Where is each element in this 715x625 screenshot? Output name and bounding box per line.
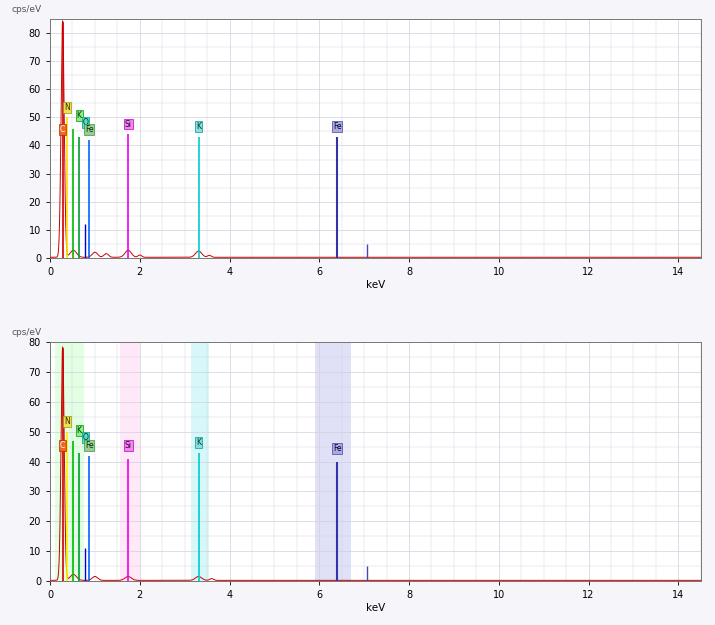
Text: K: K	[196, 438, 201, 447]
Text: cps/eV: cps/eV	[11, 328, 41, 337]
Text: O: O	[82, 118, 89, 127]
Bar	[54, 342, 84, 581]
Text: K: K	[196, 122, 201, 131]
Text: Si: Si	[124, 441, 132, 449]
X-axis label: keV: keV	[366, 280, 385, 290]
Text: C: C	[60, 125, 65, 134]
Text: N: N	[64, 417, 70, 426]
Text: Fe: Fe	[85, 125, 94, 134]
Bar	[315, 342, 350, 581]
Text: C: C	[60, 441, 65, 449]
Text: N: N	[64, 102, 70, 112]
Text: O: O	[82, 433, 89, 442]
X-axis label: keV: keV	[366, 603, 385, 613]
Bar	[119, 342, 140, 581]
Text: K: K	[77, 111, 82, 120]
Text: K: K	[77, 426, 82, 434]
Text: Si: Si	[124, 119, 132, 129]
Text: Fe: Fe	[85, 441, 94, 449]
Text: Fe: Fe	[333, 122, 342, 131]
Text: Fe: Fe	[333, 444, 342, 452]
Text: cps/eV: cps/eV	[11, 5, 41, 14]
Bar	[192, 342, 209, 581]
